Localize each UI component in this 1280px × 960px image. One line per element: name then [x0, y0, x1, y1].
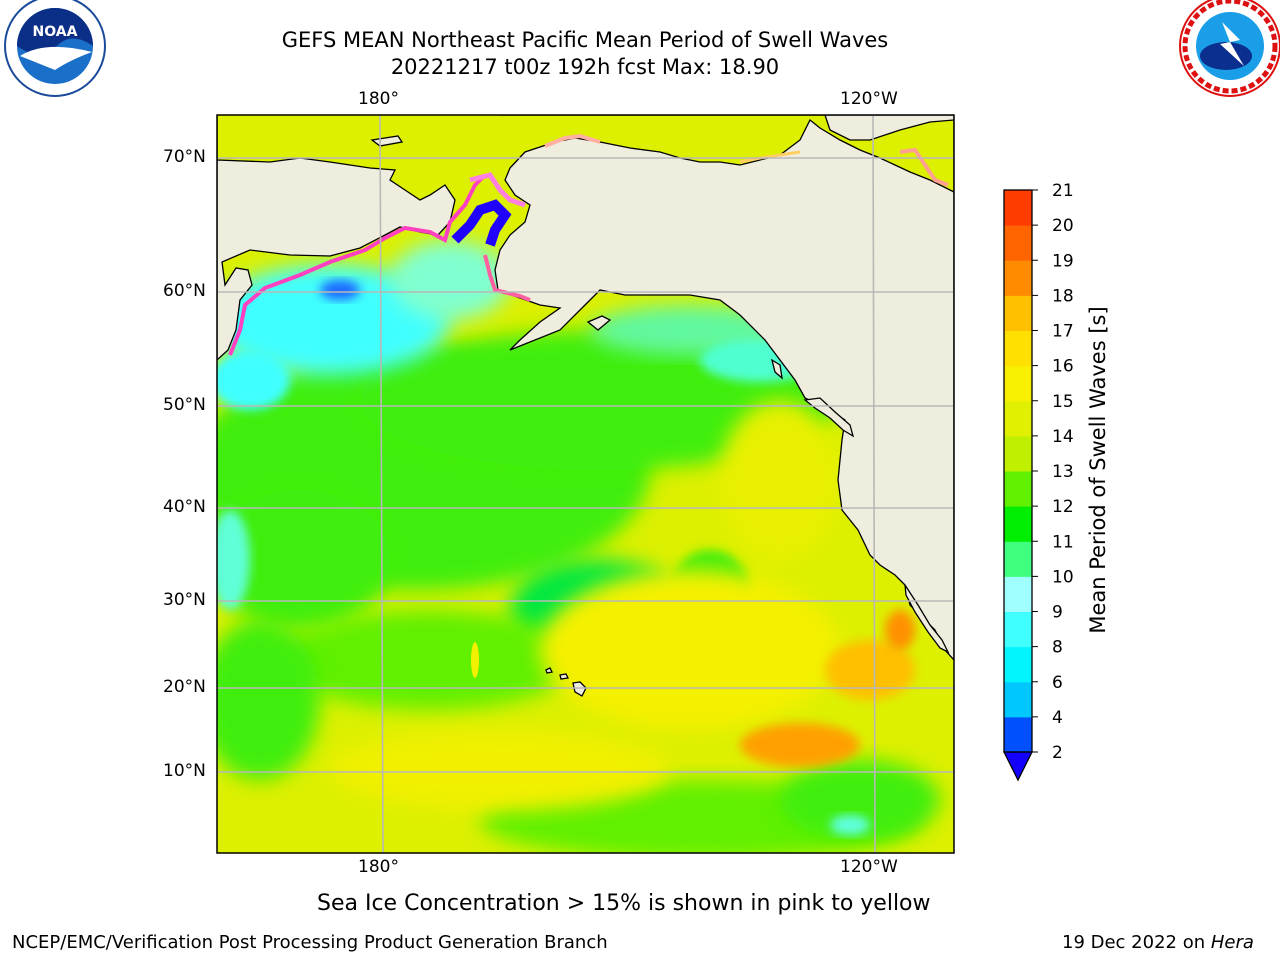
colorbar-tick-label: 6 [1052, 673, 1063, 693]
colorbar-segment [1004, 400, 1032, 437]
lon-tick-bottom-120w: 120°W [840, 857, 898, 877]
colorbar-tick-label: 18 [1052, 286, 1074, 306]
footer-date: 19 Dec 2022 on Hera [1062, 932, 1254, 953]
lat-tick-10n: 10°N [163, 761, 206, 781]
footer-date-text: 19 Dec 2022 on [1062, 932, 1211, 953]
colorbar-segment [1004, 576, 1032, 612]
swell-period-field [217, 240, 940, 853]
colorbar-tick-label: 13 [1052, 462, 1074, 482]
colorbar-tick-label: 12 [1052, 497, 1074, 517]
nws-logo [1179, 0, 1280, 97]
colorbar-segment [1004, 260, 1032, 296]
colorbar-tick-label: 8 [1052, 638, 1063, 658]
colorbar-segment [1004, 506, 1032, 542]
colorbar-tick-label: 16 [1052, 357, 1074, 377]
colorbar-segment [1004, 646, 1032, 683]
colorbar-tick-label: 19 [1052, 251, 1074, 271]
graticule [217, 115, 954, 853]
colorbar-tick-label: 2 [1052, 743, 1063, 763]
lat-tick-30n: 30°N [163, 590, 206, 610]
colorbar-label: Mean Period of Swell Waves [s] [1086, 306, 1110, 634]
sea-ice-edges [228, 133, 949, 356]
colorbar-tick-label: 11 [1052, 532, 1074, 552]
colorbar-segment [1004, 295, 1032, 331]
colorbar-extend-arrow [1002, 751, 1034, 782]
footer-credit: NCEP/EMC/Verification Post Processing Pr… [12, 932, 608, 953]
colorbar-tick-label: 10 [1052, 567, 1074, 587]
colorbar-tick-label: 14 [1052, 427, 1074, 447]
lat-tick-60n: 60°N [163, 281, 206, 301]
title-line-1: GEFS MEAN Northeast Pacific Mean Period … [281, 28, 889, 52]
map-panel [216, 114, 955, 854]
noaa-logo: NOAA [4, 0, 106, 97]
colorbar-segment [1004, 716, 1032, 753]
lat-tick-20n: 20°N [163, 677, 206, 697]
map-frame [216, 114, 955, 854]
colorbar-segment [1004, 471, 1032, 507]
sea-ice-caption: Sea Ice Concentration > 15% is shown in … [317, 891, 931, 916]
lat-tick-50n: 50°N [163, 395, 206, 415]
colorbar-segment [1004, 611, 1032, 648]
colorbar-tick-label: 21 [1052, 181, 1074, 201]
title-line-2: 20221217 t00z 192h fcst Max: 18.90 [390, 55, 780, 79]
colorbar-segment [1004, 541, 1032, 577]
lon-tick-top-120w: 120°W [840, 89, 898, 109]
colorbar-tick-label: 20 [1052, 216, 1074, 236]
colorbar-tick-label: 9 [1052, 603, 1063, 623]
colorbar-segment [1004, 681, 1032, 718]
colorbar-tick-label: 15 [1052, 392, 1074, 412]
colorbar-segment [1004, 435, 1032, 472]
lat-tick-70n: 70°N [163, 147, 206, 167]
colorbar-tick-label: 4 [1052, 708, 1063, 728]
lon-tick-top-180: 180° [358, 89, 399, 109]
colorbar-segment [1004, 225, 1032, 261]
noaa-logo-text: NOAA [33, 24, 78, 40]
colorbar-tick-label: 17 [1052, 322, 1074, 342]
footer-host: Hera [1210, 932, 1254, 953]
colorbar-segment [1004, 365, 1032, 402]
lon-tick-bottom-180: 180° [358, 857, 399, 877]
colorbar: 21 20 19 18 17 16 15 14 13 12 11 10 9 8 6 4 2 [1002, 181, 1074, 782]
lat-tick-40n: 40°N [163, 497, 206, 517]
colorbar-segment [1004, 190, 1032, 226]
colorbar-segment [1004, 330, 1032, 367]
